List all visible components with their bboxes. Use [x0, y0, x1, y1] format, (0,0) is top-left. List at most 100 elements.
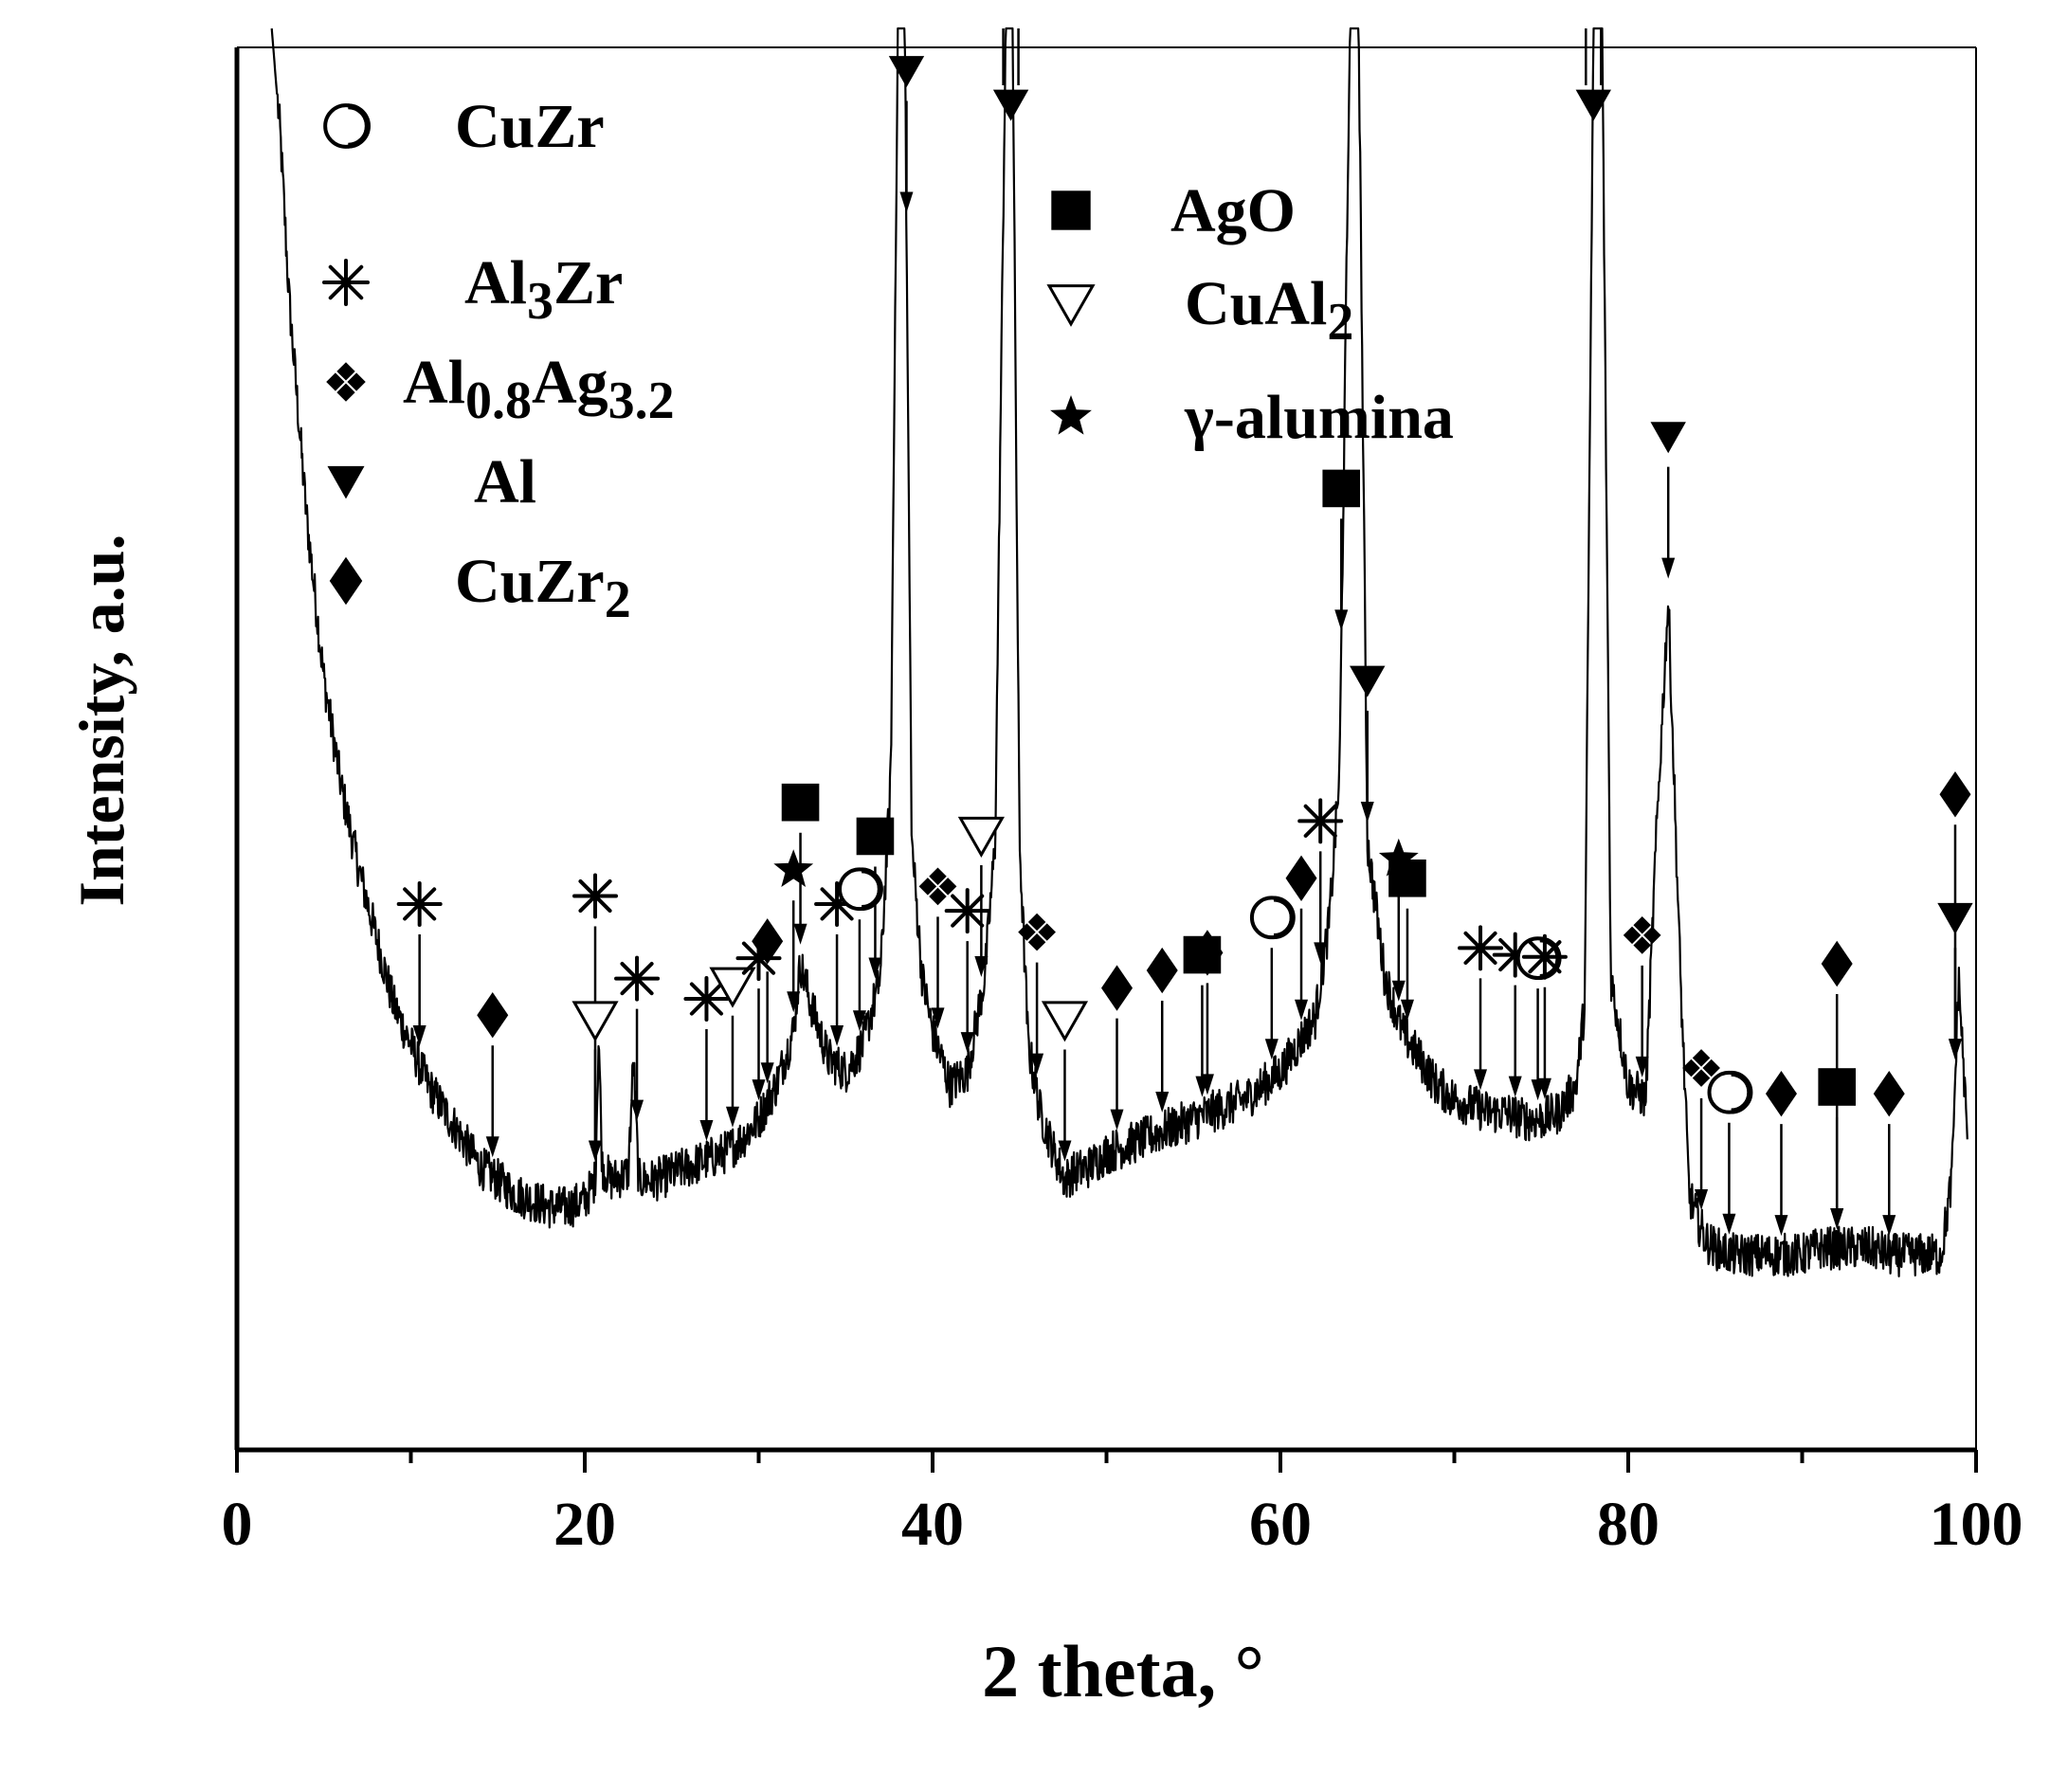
peak-marker-circle-shade [861, 867, 883, 912]
peak-marker-cross-diamond-part [1018, 923, 1036, 941]
peak-arrowhead [960, 1032, 974, 1054]
peak-marker-triangle-down [888, 56, 925, 88]
peak-marker-cross-diamond-part [1633, 936, 1651, 954]
x-tick-label: 20 [553, 1490, 616, 1559]
legend-label: Al [474, 447, 536, 516]
legend-label-sub: 0.8 [465, 371, 532, 430]
peak-marker-diamond [1821, 940, 1853, 987]
peak-marker-triangle-open [709, 967, 756, 1008]
peak-marker-cross-diamond-part [1027, 932, 1046, 951]
legend: CuZrAl3ZrAl0.8Ag3.2AlCuZr2AgOCuAl2γ-alum… [322, 92, 1454, 629]
peak-marker-cross-diamond-part [1702, 1059, 1720, 1077]
peak-marker-diamond [477, 992, 509, 1039]
peak-arrowhead [830, 1024, 844, 1046]
peak-marker-triangle-down [1575, 89, 1611, 121]
legend-label-tail: Zr [553, 248, 623, 317]
peak-marker-asterisk [1297, 798, 1344, 844]
peak-marker-diamond [1873, 1070, 1905, 1117]
legend-symbol-cross-diamond-part [326, 372, 345, 391]
peak-marker-triangle-down [1350, 665, 1386, 697]
legend-label-tail: Ag [532, 348, 608, 417]
legend-symbol-square [1051, 190, 1091, 230]
peak-marker-cross-diamond-part [1633, 915, 1651, 934]
peak-arrowhead [868, 957, 882, 979]
peak-marker-diamond [1191, 930, 1224, 976]
peak-marker-square [1322, 469, 1361, 508]
y-axis-label: Intensity, a.u. [65, 534, 137, 907]
peak-marker-cross-diamond-part [1623, 926, 1642, 945]
plot-frame [234, 46, 1977, 1453]
peak-marker-square [1388, 859, 1426, 897]
peak-marker-circle-shade [1731, 1070, 1753, 1114]
peak-arrowhead [412, 1024, 426, 1046]
peak-arrowhead [793, 923, 807, 945]
peak-marker-asterisk [572, 873, 619, 919]
legend-symbol-cross-diamond-part [336, 383, 355, 402]
peak-marker-asterisk [683, 976, 730, 1023]
peak-markers [396, 56, 1973, 1117]
legend-symbol-circle-shade [348, 103, 371, 149]
peak-marker-asterisk-stroke [1528, 940, 1562, 974]
legend-label: Al3Zr [464, 248, 623, 331]
peak-marker-cross-diamond-part [938, 878, 957, 896]
legend-label-sub: 3 [527, 272, 553, 331]
peak-marker-circle-shade [1273, 896, 1296, 940]
legend-symbol-asterisk [322, 259, 370, 306]
peak-marker-cross-diamond-part [1027, 913, 1046, 932]
peak-marker-asterisk-stroke [620, 962, 654, 996]
peak-marker-cross-diamond-part [929, 887, 947, 906]
peak-arrowhead [1474, 1069, 1488, 1091]
peak-marker-asterisk [944, 888, 990, 934]
peak-marker-cross-diamond-part [1038, 923, 1056, 941]
legend-label-main: Al [403, 348, 465, 417]
peak-marker-square [1818, 1068, 1856, 1106]
peak-arrowhead [699, 1120, 714, 1142]
peak-arrowhead [1948, 1039, 1962, 1060]
peak-marker-asterisk [1458, 925, 1504, 971]
legend-label-sub2: 3.2 [608, 371, 675, 430]
peak-marker-cross-diamond-part [1692, 1049, 1711, 1067]
peak-marker-asterisk [614, 955, 661, 1002]
peak-arrowhead [1400, 999, 1414, 1021]
peak-arrowhead [1391, 980, 1406, 1002]
peak-marker-asterisk-stroke [1303, 804, 1337, 838]
legend-label: CuAl2 [1185, 269, 1353, 352]
series-line [270, 27, 1968, 1277]
peak-marker-cross-diamond-part [918, 878, 937, 896]
peak-marker-cross-diamond-part [1643, 926, 1661, 945]
peak-marker-diamond [1285, 855, 1317, 901]
legend-symbol-star [1050, 395, 1092, 435]
legend-label: Al0.8Ag3.2 [403, 348, 675, 430]
peak-marker-triangle-open [957, 816, 1005, 858]
peak-arrowhead [760, 1062, 774, 1084]
peak-marker-square [781, 783, 820, 822]
legend-label: CuZr2 [455, 547, 631, 629]
peak-arrowhead [1722, 1213, 1736, 1235]
peak-marker-triangle-down [1650, 422, 1686, 454]
peak-marker-diamond [752, 918, 784, 965]
peak-marker-triangle-open [1041, 1001, 1089, 1042]
legend-symbol-diamond [329, 556, 363, 606]
peak-marker-asterisk-stroke [578, 878, 612, 914]
peak-marker-triangle-down [992, 89, 1029, 121]
peak-marker-square [856, 817, 895, 856]
peak-marker-triangle-down [1937, 902, 1973, 934]
peak-marker-asterisk-stroke [1463, 931, 1497, 965]
peak-arrowhead [1537, 1077, 1551, 1099]
peak-marker-asterisk-stroke [403, 887, 437, 921]
legend-label-main: CuZr [455, 92, 605, 161]
x-axis-label: 2 theta, ° [982, 1630, 1264, 1712]
peak-marker-diamond [1101, 965, 1134, 1011]
x-tick-label: 80 [1597, 1490, 1660, 1559]
peak-marker-cross-diamond-part [929, 867, 947, 885]
x-tick-label: 40 [901, 1490, 964, 1559]
legend-symbol-cross-diamond-part [347, 372, 366, 391]
peak-marker-diamond [1939, 771, 1971, 818]
legend-symbol-cross-diamond-part [336, 362, 355, 381]
legend-label-main: γ-alumina [1184, 383, 1454, 452]
legend-label-main: CuZr [455, 547, 605, 616]
peak-arrowhead [725, 1106, 739, 1128]
peak-marker-cross-diamond-part [1682, 1059, 1700, 1077]
